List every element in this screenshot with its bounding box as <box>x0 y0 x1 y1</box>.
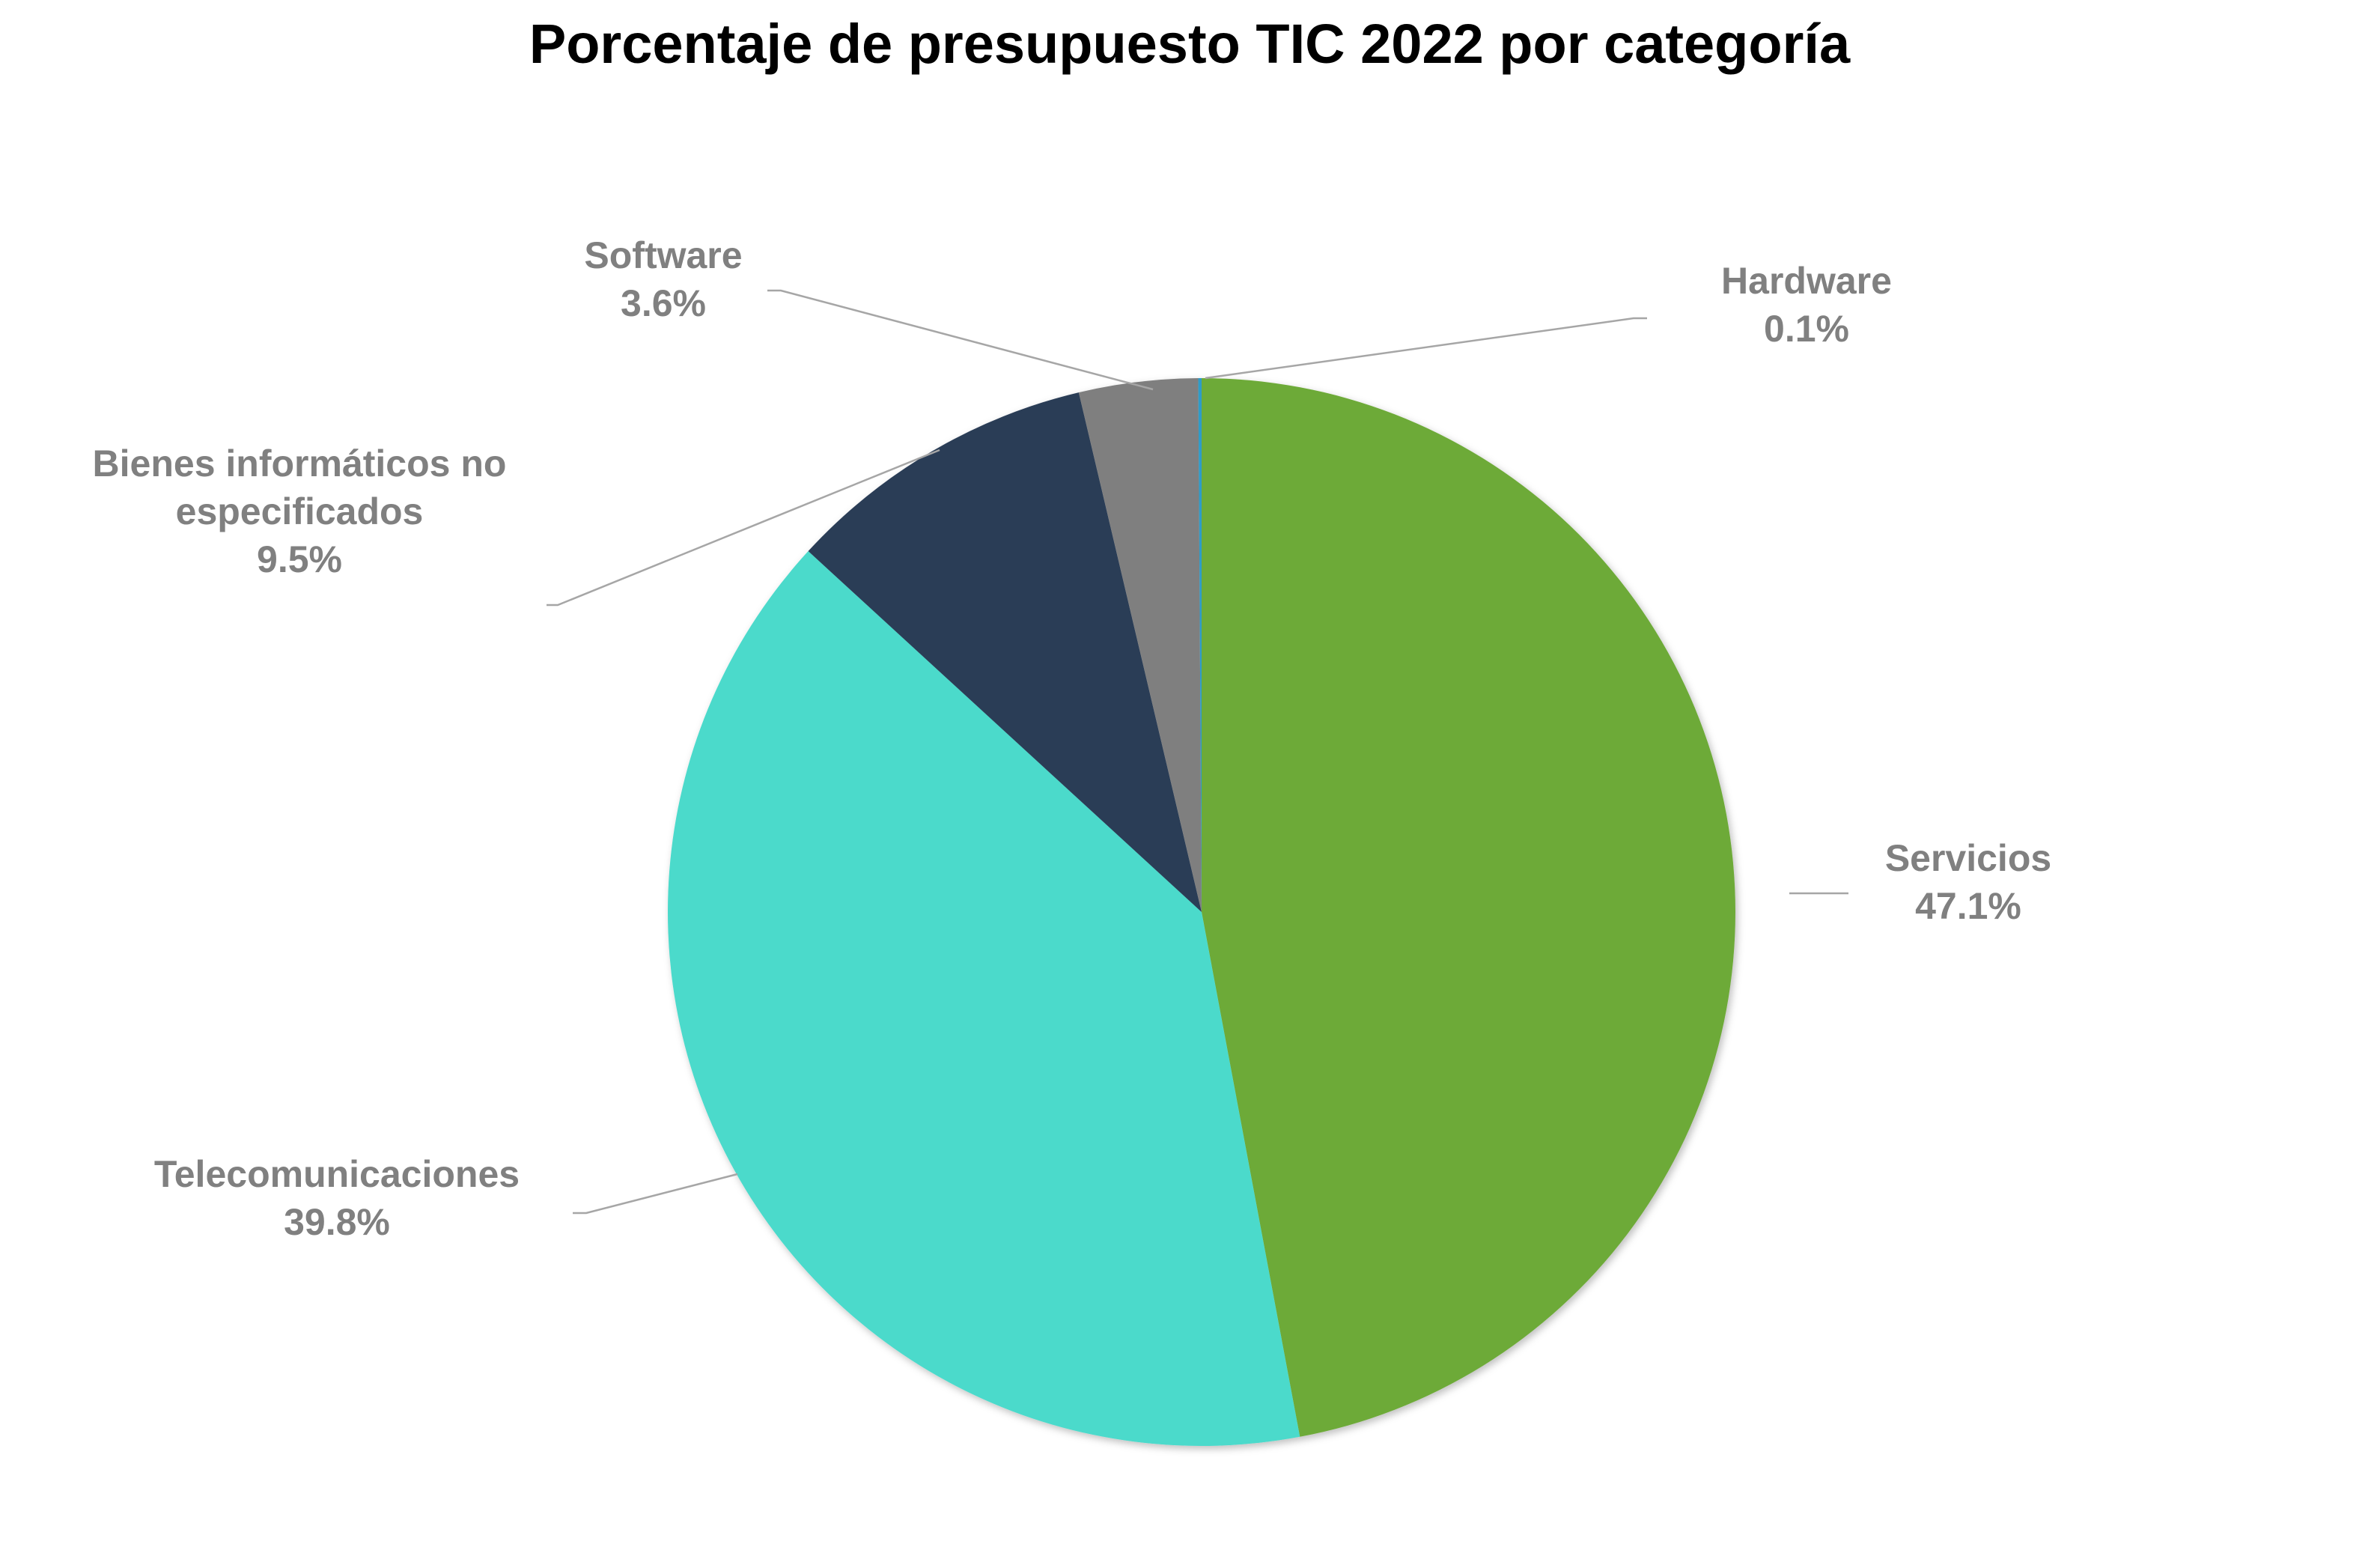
data-label-value: 47.1% <box>1915 885 2021 927</box>
leader-line-telecomunicaciones <box>573 1173 738 1215</box>
data-label-category: Servicios <box>1885 837 2051 879</box>
data-label-value: 0.1% <box>1764 308 1849 350</box>
pie-slice-telecomunicaciones <box>667 551 1300 1446</box>
data-label-value: 9.5% <box>257 538 342 580</box>
data-label-hardware: Hardware 0.1% <box>1721 260 1892 350</box>
pie-slices <box>667 377 1735 1446</box>
data-label-category: especificados <box>176 490 424 532</box>
pie-slice-servicios <box>1202 378 1735 1437</box>
leader-line-software <box>767 289 1154 391</box>
data-label-servicios: Servicios 47.1% <box>1885 837 2051 927</box>
data-label-bienes-informaticos-no-especificados: Bienes informáticos no especificados 9.5% <box>93 443 507 580</box>
data-label-telecomunicaciones: Telecomunicaciones 39.8% <box>154 1153 520 1243</box>
data-label-value: 39.8% <box>284 1201 390 1243</box>
leader-lines <box>547 289 1848 1215</box>
pie-slice-hardware <box>1198 377 1202 912</box>
slice-labels: Servicios 47.1% Telecomunicaciones 39.8% Bie… <box>93 234 2052 1243</box>
leader-line-hardware <box>1205 317 1647 380</box>
pie-slice-bienes-informaticos-no-especificados <box>808 392 1202 912</box>
data-label-category: Telecomunicaciones <box>154 1153 520 1195</box>
chart-title: Porcentaje de presupuesto TIC 2022 por c… <box>529 13 1851 75</box>
data-label-category: Software <box>584 234 742 276</box>
data-label-category: Hardware <box>1721 260 1892 302</box>
pie-slice-software <box>1078 378 1202 912</box>
data-label-software: Software 3.6% <box>584 234 742 324</box>
data-label-value: 3.6% <box>621 282 706 324</box>
leader-line-bienes-informaticos-no-especificados <box>547 449 940 607</box>
data-label-category: Bienes informáticos no <box>93 443 507 484</box>
